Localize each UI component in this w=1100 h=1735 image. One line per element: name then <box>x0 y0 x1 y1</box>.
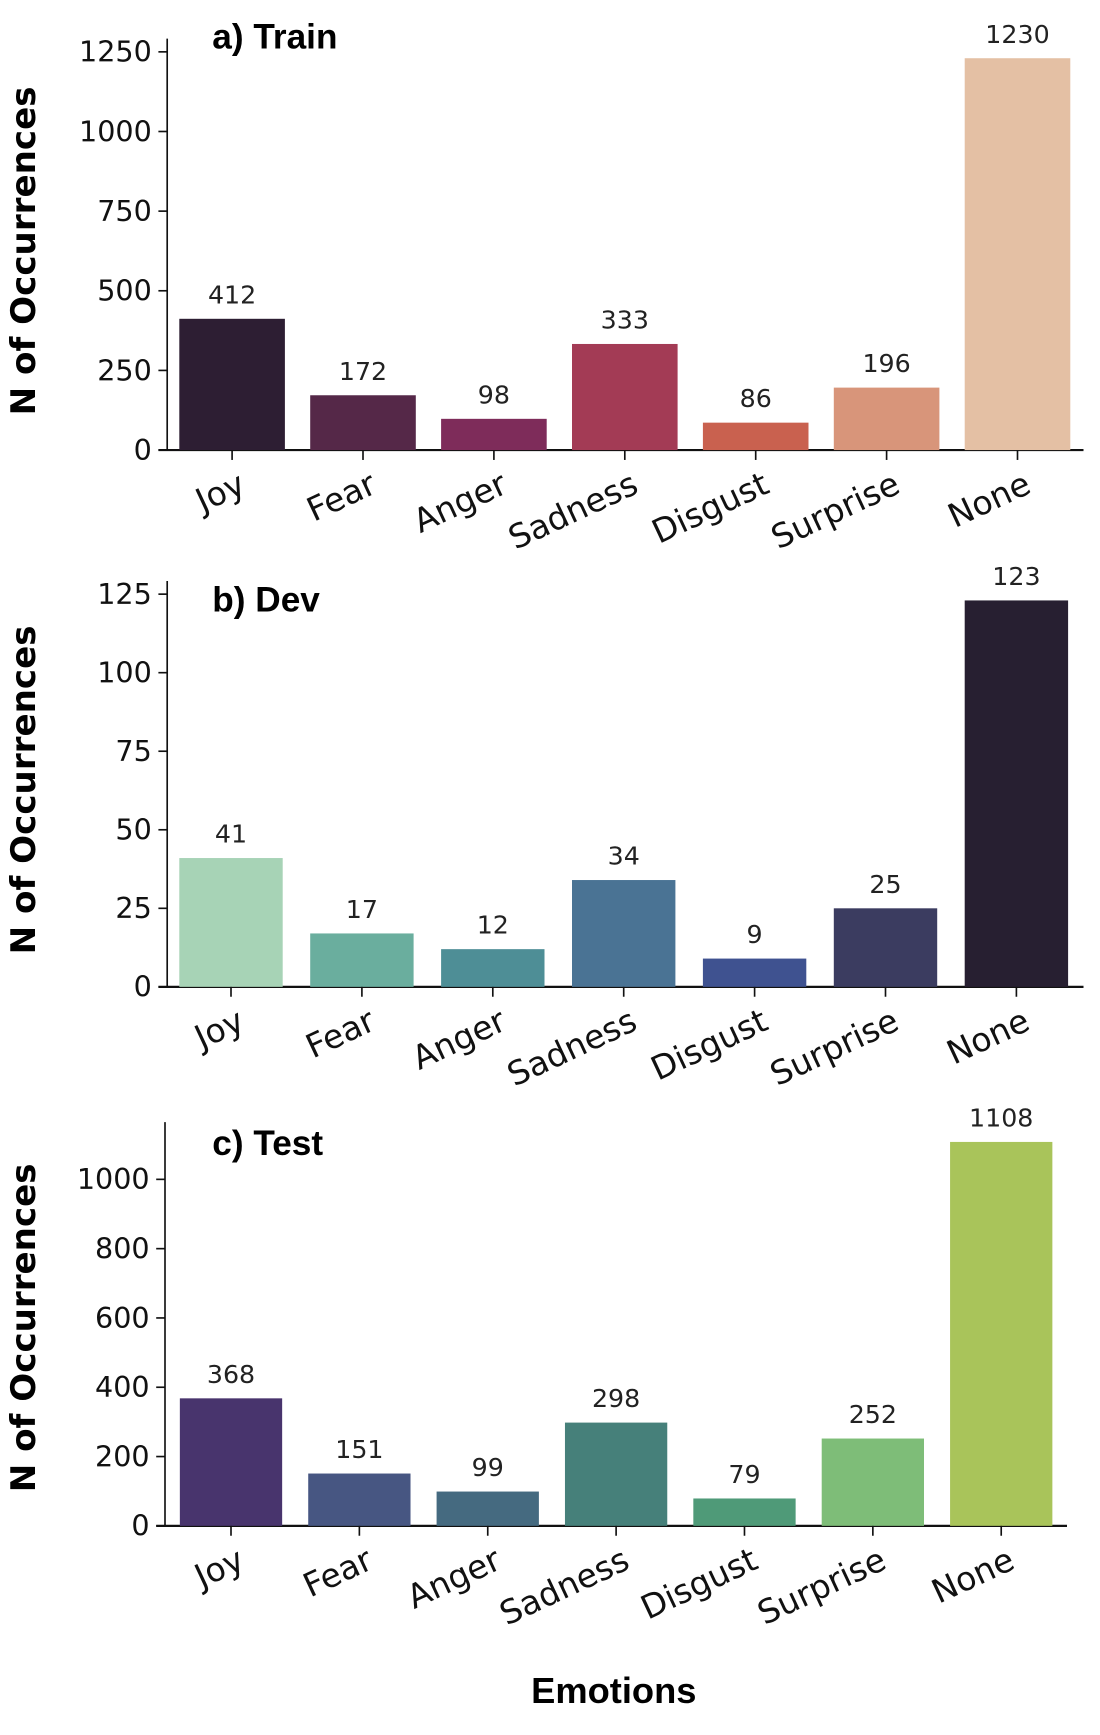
chart-panel-1: 0 250 500 750 1000 1250 412 Joy 172 Fear 98 Anger 33… <box>4 18 1084 558</box>
x-tick-label: Fear <box>297 1539 378 1605</box>
y-tick-label: 500 <box>97 274 152 308</box>
y-tick-label: 125 <box>97 577 152 611</box>
y-axis-label: N of Occurrences <box>4 1163 44 1492</box>
y-tick-label: 200 <box>95 1439 150 1473</box>
y-tick-label: 100 <box>97 656 152 690</box>
bar-anger <box>441 418 547 451</box>
bar-anger <box>441 949 545 987</box>
bar-sadness <box>572 343 678 451</box>
y-tick-label: 0 <box>134 433 152 467</box>
data-label: 9 <box>747 920 763 949</box>
data-label: 17 <box>346 895 378 924</box>
y-tick-label: 50 <box>115 813 151 847</box>
data-label: 196 <box>862 349 910 378</box>
bar-disgust <box>693 1498 796 1526</box>
x-tick-label: Anger <box>407 464 513 541</box>
bar-fear <box>310 933 414 987</box>
x-tick-label: Joy <box>187 1001 250 1058</box>
x-tick-label: Disgust <box>646 464 775 552</box>
x-tick-label: Sadness <box>494 1540 635 1634</box>
data-label: 298 <box>592 1384 640 1413</box>
data-label: 1230 <box>985 20 1049 49</box>
data-label: 368 <box>207 1360 255 1389</box>
y-tick-label: 600 <box>95 1301 150 1335</box>
y-axis-label: N of Occurrences <box>4 87 44 416</box>
data-label: 25 <box>869 870 901 899</box>
bar-surprise <box>833 908 938 987</box>
y-tick-label: 250 <box>97 353 152 387</box>
bar-joy <box>179 318 285 451</box>
x-tick-label: Disgust <box>635 1540 764 1628</box>
y-tick-label: 0 <box>131 1509 149 1543</box>
y-axis-label: N of Occurrences <box>4 626 44 955</box>
data-label: 34 <box>608 842 640 871</box>
y-tick-label: 75 <box>115 734 151 768</box>
x-tick-label: Anger <box>401 1539 507 1616</box>
data-label: 412 <box>208 280 256 309</box>
data-label: 333 <box>601 306 649 335</box>
bar-surprise <box>821 1438 924 1526</box>
bar-fear <box>310 395 416 451</box>
x-tick-label: Fear <box>300 1000 381 1066</box>
y-tick-label: 1250 <box>79 35 152 69</box>
data-label: 12 <box>477 911 509 940</box>
x-tick-label: Surprise <box>751 1540 891 1633</box>
chart-panel-2: 0 25 50 75 100 125 41 Joy 17 Fear 12 Anger 34 Sadness… <box>4 562 1084 1095</box>
x-tick-label: None <box>942 464 1037 536</box>
x-tick-label: Disgust <box>645 1001 774 1089</box>
y-tick-label: 750 <box>97 194 152 228</box>
bar-anger <box>436 1491 539 1526</box>
panel-title: c) Test <box>212 1124 323 1163</box>
bar-fear <box>308 1473 411 1526</box>
x-tick-label: Sadness <box>502 464 643 558</box>
x-tick-label: Fear <box>301 464 382 530</box>
y-tick-label: 0 <box>134 970 152 1004</box>
bar-surprise <box>833 387 940 451</box>
bar-sadness <box>564 1422 668 1526</box>
bar-none <box>950 1141 1053 1526</box>
y-tick-label: 400 <box>95 1370 150 1404</box>
data-label: 1108 <box>969 1104 1033 1133</box>
x-tick-label: Anger <box>406 1000 512 1077</box>
x-tick-label: None <box>925 1540 1020 1612</box>
y-tick-label: 1000 <box>79 114 152 148</box>
x-tick-label: Joy <box>188 464 251 521</box>
bar-none <box>964 58 1071 451</box>
panel-title: a) Train <box>212 18 337 57</box>
y-tick-label: 1000 <box>77 1162 150 1196</box>
data-label: 172 <box>339 357 387 386</box>
x-tick-label: None <box>941 1001 1036 1073</box>
bar-disgust <box>702 422 809 451</box>
data-label: 123 <box>992 562 1040 591</box>
x-tick-label: Sadness <box>501 1001 642 1095</box>
x-tick-label: Surprise <box>765 464 905 557</box>
bar-sadness <box>572 880 676 987</box>
bar-joy <box>179 1398 283 1526</box>
data-label: 99 <box>472 1453 504 1482</box>
data-label: 86 <box>740 384 772 413</box>
data-label: 41 <box>215 820 247 849</box>
y-tick-label: 25 <box>115 891 151 925</box>
chart-panel-3: 0 200 400 600 800 1000 368 Joy 151 Fear 99 Anger 298… <box>4 1104 1067 1711</box>
bar-joy <box>179 858 283 987</box>
data-label: 151 <box>335 1435 383 1464</box>
x-tick-label: Joy <box>187 1540 250 1597</box>
y-tick-label: 800 <box>95 1232 150 1266</box>
x-axis-label: Emotions <box>531 1670 696 1711</box>
data-label: 252 <box>849 1400 897 1429</box>
bar-disgust <box>702 958 807 987</box>
x-tick-label: Surprise <box>764 1001 904 1094</box>
data-label: 98 <box>478 380 510 409</box>
panel-title: b) Dev <box>212 581 320 620</box>
data-label: 79 <box>728 1460 760 1489</box>
bar-none <box>964 600 1069 987</box>
